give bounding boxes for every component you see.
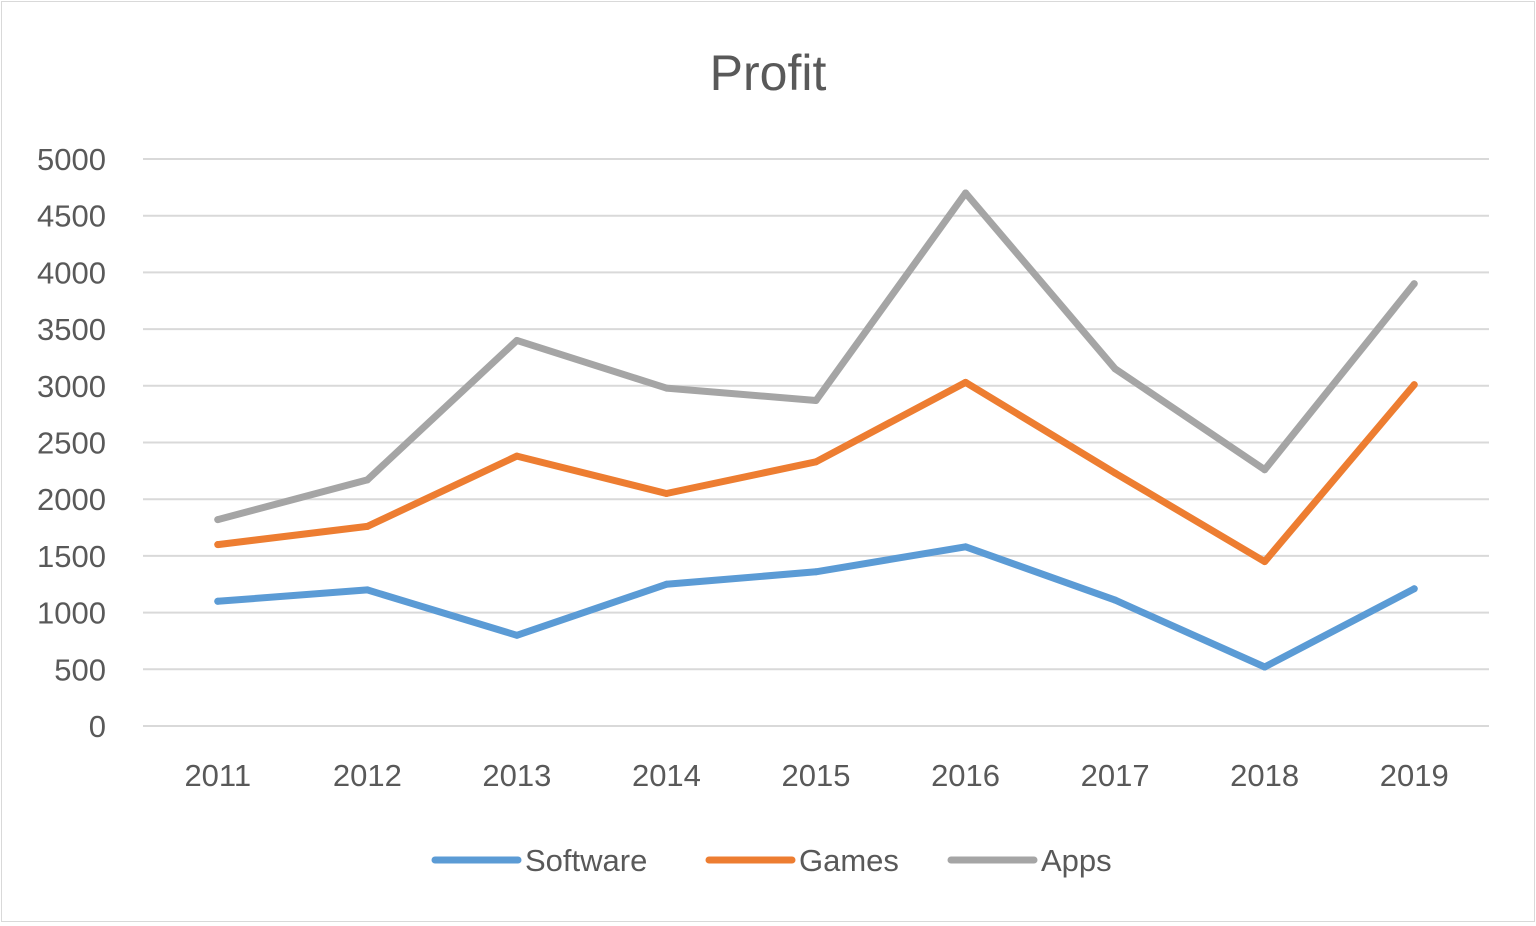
data-point bbox=[962, 378, 970, 386]
y-tick-label: 1500 bbox=[37, 539, 106, 574]
y-tick-label: 2500 bbox=[37, 426, 106, 461]
data-point bbox=[812, 458, 820, 466]
data-point bbox=[962, 189, 970, 197]
legend-label: Games bbox=[799, 843, 899, 878]
series-software bbox=[214, 543, 1418, 671]
y-tick-label: 500 bbox=[54, 652, 106, 687]
data-point bbox=[513, 631, 521, 639]
y-tick-label: 1000 bbox=[37, 596, 106, 631]
data-point bbox=[1410, 585, 1418, 593]
x-tick-label: 2013 bbox=[482, 758, 551, 793]
series-games bbox=[214, 378, 1418, 566]
x-tick-label: 2019 bbox=[1380, 758, 1449, 793]
data-point bbox=[363, 586, 371, 594]
y-axis-ticks: 0 500 1000 1500 2000 2500 3000 3500 4000 4500 5000 bbox=[37, 142, 106, 744]
y-tick-label: 4500 bbox=[37, 199, 106, 234]
data-point bbox=[962, 543, 970, 551]
data-point bbox=[662, 384, 670, 392]
series-lines bbox=[214, 189, 1418, 671]
data-point bbox=[1261, 558, 1269, 566]
data-point bbox=[812, 397, 820, 405]
data-point bbox=[1410, 280, 1418, 288]
x-axis-ticks: 2011 2012 2013 2014 2015 2016 2017 2018 2019 bbox=[184, 758, 1448, 793]
data-point bbox=[363, 476, 371, 484]
data-point bbox=[662, 490, 670, 498]
legend-entry-games: Games bbox=[705, 843, 899, 878]
data-point bbox=[1410, 381, 1418, 389]
data-point bbox=[1111, 365, 1119, 373]
y-tick-label: 4000 bbox=[37, 255, 106, 290]
series-line-apps bbox=[214, 189, 1418, 524]
chart-title: Profit bbox=[710, 45, 827, 101]
data-point bbox=[1261, 663, 1269, 671]
legend: Software Games Apps bbox=[431, 843, 1112, 878]
data-point bbox=[363, 522, 371, 530]
x-tick-label: 2011 bbox=[184, 758, 251, 793]
data-point bbox=[662, 580, 670, 588]
y-tick-label: 2000 bbox=[37, 482, 106, 517]
x-tick-label: 2018 bbox=[1230, 758, 1299, 793]
data-point bbox=[812, 568, 820, 576]
data-point bbox=[214, 516, 222, 524]
x-tick-label: 2017 bbox=[1081, 758, 1150, 793]
legend-label: Apps bbox=[1041, 843, 1112, 878]
x-tick-label: 2014 bbox=[632, 758, 701, 793]
gridlines bbox=[143, 158, 1489, 727]
data-point bbox=[214, 597, 222, 605]
x-tick-label: 2016 bbox=[931, 758, 1000, 793]
x-tick-label: 2015 bbox=[782, 758, 851, 793]
data-point bbox=[1111, 469, 1119, 477]
legend-label: Software bbox=[525, 843, 647, 878]
legend-entry-software: Software bbox=[431, 843, 647, 878]
data-point bbox=[1261, 466, 1269, 474]
series-apps bbox=[214, 189, 1418, 524]
data-point bbox=[214, 541, 222, 549]
y-tick-label: 3500 bbox=[37, 312, 106, 347]
series-line-games bbox=[214, 378, 1418, 566]
y-tick-label: 3000 bbox=[37, 369, 106, 404]
data-point bbox=[513, 336, 521, 344]
y-tick-label: 5000 bbox=[37, 142, 106, 177]
x-tick-label: 2012 bbox=[333, 758, 402, 793]
legend-entry-apps: Apps bbox=[947, 843, 1112, 878]
data-point bbox=[1111, 596, 1119, 604]
series-line-software bbox=[214, 543, 1418, 671]
data-point bbox=[513, 452, 521, 460]
y-tick-label: 0 bbox=[89, 709, 106, 744]
